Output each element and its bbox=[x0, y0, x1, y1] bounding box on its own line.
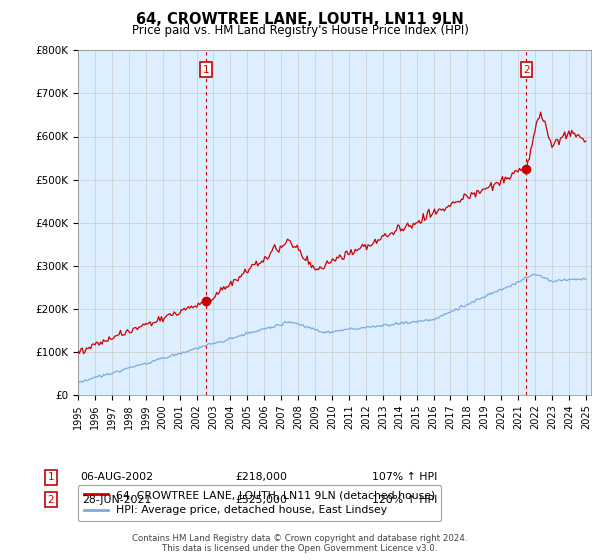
Text: 120% ↑ HPI: 120% ↑ HPI bbox=[373, 494, 437, 505]
Text: 06-AUG-2002: 06-AUG-2002 bbox=[80, 472, 154, 482]
Text: 2: 2 bbox=[47, 494, 55, 505]
Legend: 64, CROWTREE LANE, LOUTH, LN11 9LN (detached house), HPI: Average price, detache: 64, CROWTREE LANE, LOUTH, LN11 9LN (deta… bbox=[78, 484, 441, 521]
Text: £525,000: £525,000 bbox=[235, 494, 287, 505]
Text: £218,000: £218,000 bbox=[235, 472, 287, 482]
Text: Contains HM Land Registry data © Crown copyright and database right 2024.: Contains HM Land Registry data © Crown c… bbox=[132, 534, 468, 543]
Text: 2: 2 bbox=[523, 65, 530, 75]
Text: 1: 1 bbox=[203, 65, 209, 75]
Text: 28-JUN-2021: 28-JUN-2021 bbox=[82, 494, 152, 505]
Text: Price paid vs. HM Land Registry's House Price Index (HPI): Price paid vs. HM Land Registry's House … bbox=[131, 24, 469, 36]
Text: 1: 1 bbox=[47, 472, 55, 482]
Text: 64, CROWTREE LANE, LOUTH, LN11 9LN: 64, CROWTREE LANE, LOUTH, LN11 9LN bbox=[136, 12, 464, 27]
Text: 107% ↑ HPI: 107% ↑ HPI bbox=[373, 472, 437, 482]
Text: This data is licensed under the Open Government Licence v3.0.: This data is licensed under the Open Gov… bbox=[163, 544, 437, 553]
